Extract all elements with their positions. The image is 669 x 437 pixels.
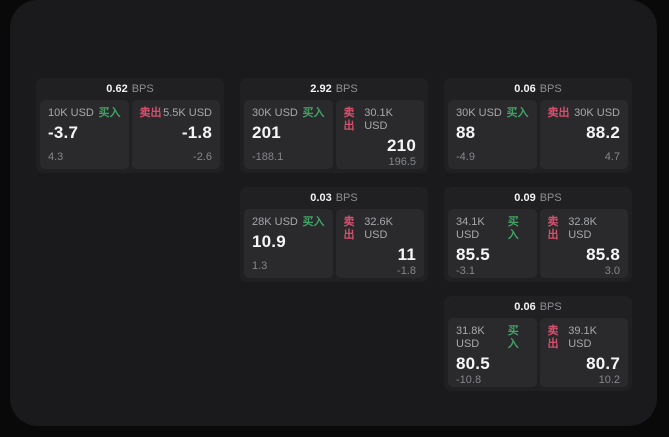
sell-price: 88.2 [586, 123, 620, 142]
buy-side-label: 买入 [506, 107, 529, 119]
buy-side-label: 买入 [507, 325, 519, 350]
quote-cards-grid: 0.62 BPS 10K USD 买入 -3.7 4.3 卖出 5.5K USD [36, 78, 632, 391]
buy-price: 85.5 [456, 245, 490, 264]
bps-value: 0.09 [514, 192, 536, 204]
buy-delta: 1.3 [252, 260, 268, 272]
bps-value: 0.06 [514, 301, 536, 313]
sell-delta: 3.0 [604, 265, 620, 277]
bps-unit-label: BPS [335, 83, 358, 95]
sell-side-label: 卖出 [343, 216, 355, 241]
bps-header: 0.06 BPS [448, 296, 628, 318]
sell-amount: 32.8K USD [568, 216, 597, 241]
sell-side-label: 卖出 [139, 107, 162, 119]
buy-price: 80.5 [456, 354, 490, 373]
buy-side-label: 买入 [507, 216, 519, 241]
bps-unit-label: BPS [539, 83, 562, 95]
sell-price: 80.7 [586, 354, 620, 373]
sell-amount: 5.5K USD [163, 107, 212, 119]
bps-unit-label: BPS [131, 83, 154, 95]
sell-side-label: 卖出 [547, 107, 570, 119]
buy-side-label: 买入 [98, 107, 121, 119]
buy-delta: 4.3 [48, 151, 64, 163]
buy-amount: 34.1K USD [456, 216, 485, 241]
buy-side-label: 买入 [302, 216, 325, 228]
sell-price: -1.8 [181, 123, 212, 142]
sell-delta: 10.2 [598, 374, 620, 386]
bps-value: 0.06 [514, 83, 536, 95]
sell-price: 85.8 [586, 245, 620, 264]
bps-header: 0.62 BPS [40, 78, 220, 100]
sell-delta: -1.8 [397, 265, 416, 277]
buy-price: 88 [456, 123, 476, 142]
buy-panel[interactable]: 34.1K USD 买入 85.5 -3.1 [448, 209, 537, 278]
sell-panel[interactable]: 卖出 32.6K USD 11 -1.8 [335, 209, 424, 278]
buy-side-label: 买入 [302, 107, 325, 119]
quote-card: 2.92 BPS 30K USD 买入 201 -188.1 卖出 30.1K … [240, 78, 428, 173]
sell-delta: 4.7 [604, 151, 620, 163]
buy-price: -3.7 [48, 123, 79, 142]
buy-panel[interactable]: 31.8K USD 买入 80.5 -10.8 [448, 318, 537, 387]
bps-header: 0.03 BPS [244, 187, 424, 209]
buy-panel[interactable]: 30K USD 买入 88 -4.9 [448, 100, 537, 169]
sell-panel[interactable]: 卖出 5.5K USD -1.8 -2.6 [131, 100, 220, 169]
sell-price: 11 [397, 245, 416, 264]
buy-delta: -10.8 [456, 374, 482, 386]
quote-card: 0.09 BPS 34.1K USD 买入 85.5 -3.1 卖出 32.8K… [444, 187, 632, 282]
bps-unit-label: BPS [335, 192, 358, 204]
buy-delta: -3.1 [456, 265, 475, 277]
bps-header: 2.92 BPS [244, 78, 424, 100]
buy-amount: 30K USD [252, 107, 298, 119]
sell-panel[interactable]: 卖出 39.1K USD 80.7 10.2 [539, 318, 628, 387]
bps-value: 0.62 [106, 83, 128, 95]
quote-card: 0.06 BPS 31.8K USD 买入 80.5 -10.8 卖出 39.1… [444, 296, 632, 391]
sell-delta: 196.5 [388, 156, 416, 168]
sell-amount: 39.1K USD [568, 325, 597, 350]
sell-price: 210 [387, 136, 416, 155]
sell-side-label: 卖出 [343, 107, 355, 132]
buy-delta: -4.9 [456, 151, 475, 163]
quote-card: 0.62 BPS 10K USD 买入 -3.7 4.3 卖出 5.5K USD [36, 78, 224, 173]
app-surface: 0.62 BPS 10K USD 买入 -3.7 4.3 卖出 5.5K USD [10, 0, 657, 426]
quote-card: 0.03 BPS 28K USD 买入 10.9 1.3 卖出 32.6K US… [240, 187, 428, 282]
sell-panel[interactable]: 卖出 30K USD 88.2 4.7 [539, 100, 628, 169]
buy-price: 10.9 [252, 232, 286, 251]
sell-side-label: 卖出 [547, 216, 559, 241]
bps-unit-label: BPS [539, 301, 562, 313]
buy-amount: 30K USD [456, 107, 502, 119]
sell-side-label: 卖出 [547, 325, 559, 350]
buy-amount: 10K USD [48, 107, 94, 119]
sell-amount: 32.6K USD [364, 216, 393, 241]
buy-panel[interactable]: 10K USD 买入 -3.7 4.3 [40, 100, 129, 169]
buy-price: 201 [252, 123, 281, 142]
bps-value: 2.92 [310, 83, 332, 95]
bps-header: 0.09 BPS [448, 187, 628, 209]
sell-amount: 30.1K USD [364, 107, 393, 132]
buy-amount: 28K USD [252, 216, 298, 228]
bps-unit-label: BPS [539, 192, 562, 204]
bps-value: 0.03 [310, 192, 332, 204]
sell-panel[interactable]: 卖出 32.8K USD 85.8 3.0 [539, 209, 628, 278]
buy-panel[interactable]: 30K USD 买入 201 -188.1 [244, 100, 333, 169]
buy-amount: 31.8K USD [456, 325, 485, 350]
buy-panel[interactable]: 28K USD 买入 10.9 1.3 [244, 209, 333, 278]
quote-card: 0.06 BPS 30K USD 买入 88 -4.9 卖出 30K USD [444, 78, 632, 173]
bps-header: 0.06 BPS [448, 78, 628, 100]
sell-delta: -2.6 [193, 151, 212, 163]
sell-panel[interactable]: 卖出 30.1K USD 210 196.5 [335, 100, 424, 169]
buy-delta: -188.1 [252, 151, 284, 163]
sell-amount: 30K USD [574, 107, 620, 119]
